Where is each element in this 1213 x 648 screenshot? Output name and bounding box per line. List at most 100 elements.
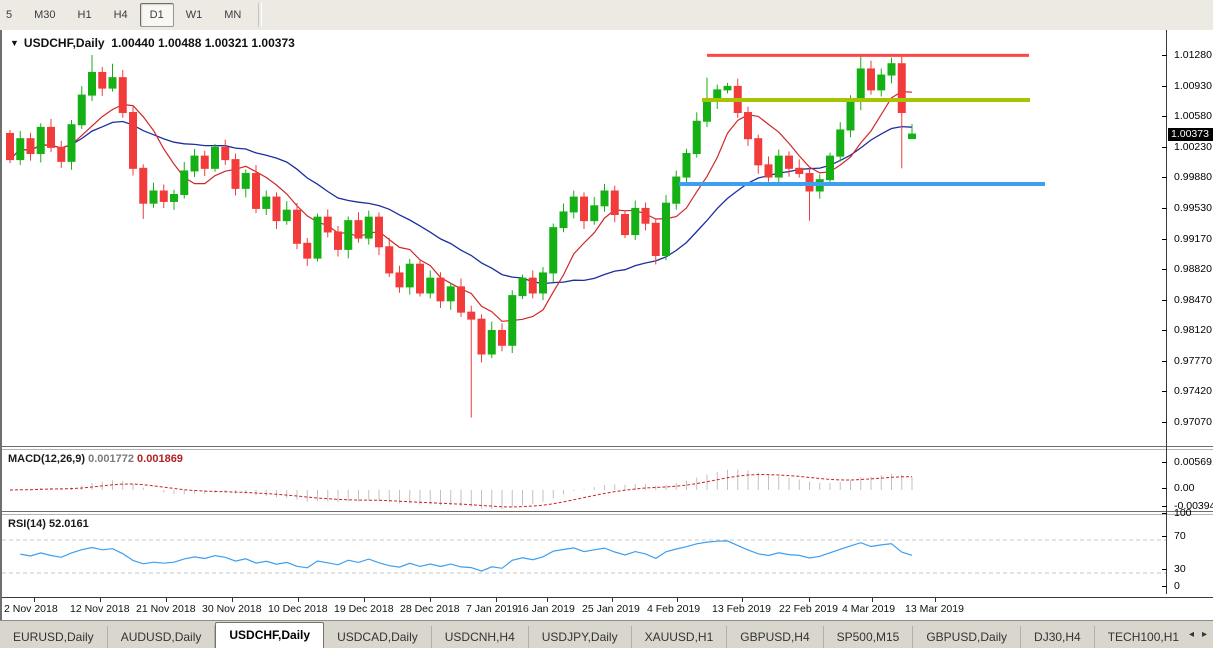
candle — [621, 214, 629, 236]
tab-usdcad-daily[interactable]: USDCAD,Daily — [324, 626, 432, 648]
candle — [149, 190, 158, 204]
candle — [744, 112, 752, 140]
tab-sp500-m15[interactable]: SP500,M15 — [824, 626, 914, 648]
timeframe-button-5[interactable]: 5 — [6, 9, 13, 21]
time-axis-label: 7 Jan 2019 — [466, 603, 518, 615]
time-axis-tick — [677, 598, 678, 602]
tab-dj30-h4[interactable]: DJ30,H4 — [1021, 626, 1095, 648]
timeframe-button-w1[interactable]: W1 — [185, 9, 203, 21]
candle — [375, 216, 383, 248]
time-axis-label: 10 Dec 2018 — [268, 603, 328, 615]
tab-tech100-h1[interactable]: TECH100,H1 — [1095, 626, 1183, 648]
candle — [344, 220, 353, 250]
price-pane[interactable]: ▼ USDCHF,Daily 1.00440 1.00488 1.00321 1.… — [2, 30, 1213, 446]
candle — [795, 167, 804, 175]
price-axis-label: 0.99880 — [1174, 171, 1212, 184]
candle — [559, 211, 568, 229]
timeframe-button-m30[interactable]: M30 — [34, 9, 56, 21]
price-axis-label: 0.97070 — [1174, 416, 1212, 428]
price-axis-tick — [1162, 360, 1167, 362]
time-axis-tick — [298, 598, 299, 602]
candle — [139, 167, 148, 204]
candle — [98, 71, 107, 89]
candle — [211, 146, 219, 169]
price-axis-label: 0.99170 — [1174, 232, 1212, 245]
macd-pane[interactable]: MACD(12,26,9) 0.001772 0.001869 — [2, 450, 1213, 511]
tab-xauusd-h1[interactable]: XAUUSD,H1 — [632, 626, 728, 648]
candle — [6, 132, 14, 161]
rsi-chart — [2, 539, 1166, 574]
candle — [826, 155, 834, 181]
candle — [323, 216, 332, 233]
price-axis-tick — [1162, 55, 1167, 56]
time-axis-tick — [430, 598, 431, 602]
time-axis-tick — [809, 598, 810, 602]
time-axis-tick — [872, 598, 873, 602]
candle — [67, 124, 76, 162]
candle — [282, 209, 291, 222]
toolbar-separator — [258, 3, 263, 27]
candle — [364, 216, 373, 239]
time-axis-tick — [612, 598, 613, 602]
timeframe-button-d1[interactable]: D1 — [139, 3, 174, 27]
tab-gbpusd-daily[interactable]: GBPUSD,Daily — [913, 626, 1022, 648]
candle — [190, 155, 199, 172]
candle — [887, 63, 896, 76]
price-axis-label: 0.98120 — [1174, 324, 1212, 337]
price-axis-tick — [1162, 330, 1167, 332]
time-axis[interactable]: 2 Nov 2018 12 Nov 2018 21 Nov 2018 30 Nov 2… — [2, 597, 1213, 623]
candle — [846, 100, 855, 131]
candle — [385, 246, 394, 274]
tab-usdchf-daily[interactable]: USDCHF,Daily — [215, 622, 325, 648]
candle — [457, 286, 465, 313]
candle — [436, 277, 445, 302]
tab-gbpusd-h4[interactable]: GBPUSD,H4 — [727, 626, 824, 648]
tab-scroll-left-icon[interactable]: ◂ — [1188, 629, 1194, 640]
candle — [354, 220, 363, 239]
candle — [200, 155, 209, 169]
candle — [754, 138, 763, 166]
price-axis-tick — [1162, 207, 1167, 209]
tab-audusd-daily[interactable]: AUDUSD,Daily — [108, 626, 216, 648]
candle — [467, 311, 476, 320]
candle — [241, 173, 250, 189]
price-axis-label: 0.99530 — [1174, 201, 1212, 214]
candle — [610, 190, 619, 216]
timeframe-button-h4[interactable]: H4 — [113, 9, 128, 21]
price-axis-tick — [1162, 177, 1167, 179]
rsi-pane[interactable]: RSI(14) 52.0161 — [2, 515, 1213, 597]
candle — [252, 173, 260, 209]
candle — [57, 146, 66, 162]
chart-title: ▼ USDCHF,Daily 1.00440 1.00488 1.00321 1.… — [10, 36, 295, 50]
candle — [170, 193, 178, 202]
pane-separator[interactable] — [2, 511, 1213, 515]
pane-separator[interactable] — [2, 446, 1213, 450]
price-axis-label: 1.00930 — [1174, 79, 1212, 92]
rsi-axis-label: 100 — [1174, 507, 1192, 519]
macd-axis-label: -0.00394 — [1174, 500, 1213, 512]
timeframe-button-mn[interactable]: MN — [224, 9, 242, 21]
candlestick-chart[interactable] — [2, 30, 1166, 446]
time-axis-tick — [935, 598, 936, 602]
candle — [569, 196, 578, 213]
candle — [129, 112, 137, 169]
price-axis-label: 1.01280 — [1174, 49, 1212, 61]
tab-scroll-right-icon[interactable]: ▸ — [1201, 629, 1207, 640]
rsi-axis-label: 30 — [1174, 563, 1186, 575]
macd-axis-label: 0.005691 — [1174, 456, 1213, 468]
timeframe-button-h1[interactable]: H1 — [77, 9, 92, 21]
chart-dropdown-icon[interactable]: ▼ — [10, 38, 19, 48]
tab-usdjpy-daily[interactable]: USDJPY,Daily — [529, 626, 632, 648]
tab-eurusd-daily[interactable]: EURUSD,Daily — [0, 626, 108, 648]
price-axis-tick — [1162, 422, 1167, 423]
candle — [580, 196, 588, 222]
price-axis-tick — [1162, 116, 1167, 118]
price-axis-tick — [1162, 391, 1167, 393]
candle — [549, 227, 558, 274]
macd-axis-tick — [1162, 488, 1167, 489]
candle — [118, 77, 127, 114]
candle — [508, 295, 517, 346]
candle — [662, 202, 670, 256]
candle — [272, 196, 281, 222]
tab-usdcnh-h4[interactable]: USDCNH,H4 — [432, 626, 529, 648]
